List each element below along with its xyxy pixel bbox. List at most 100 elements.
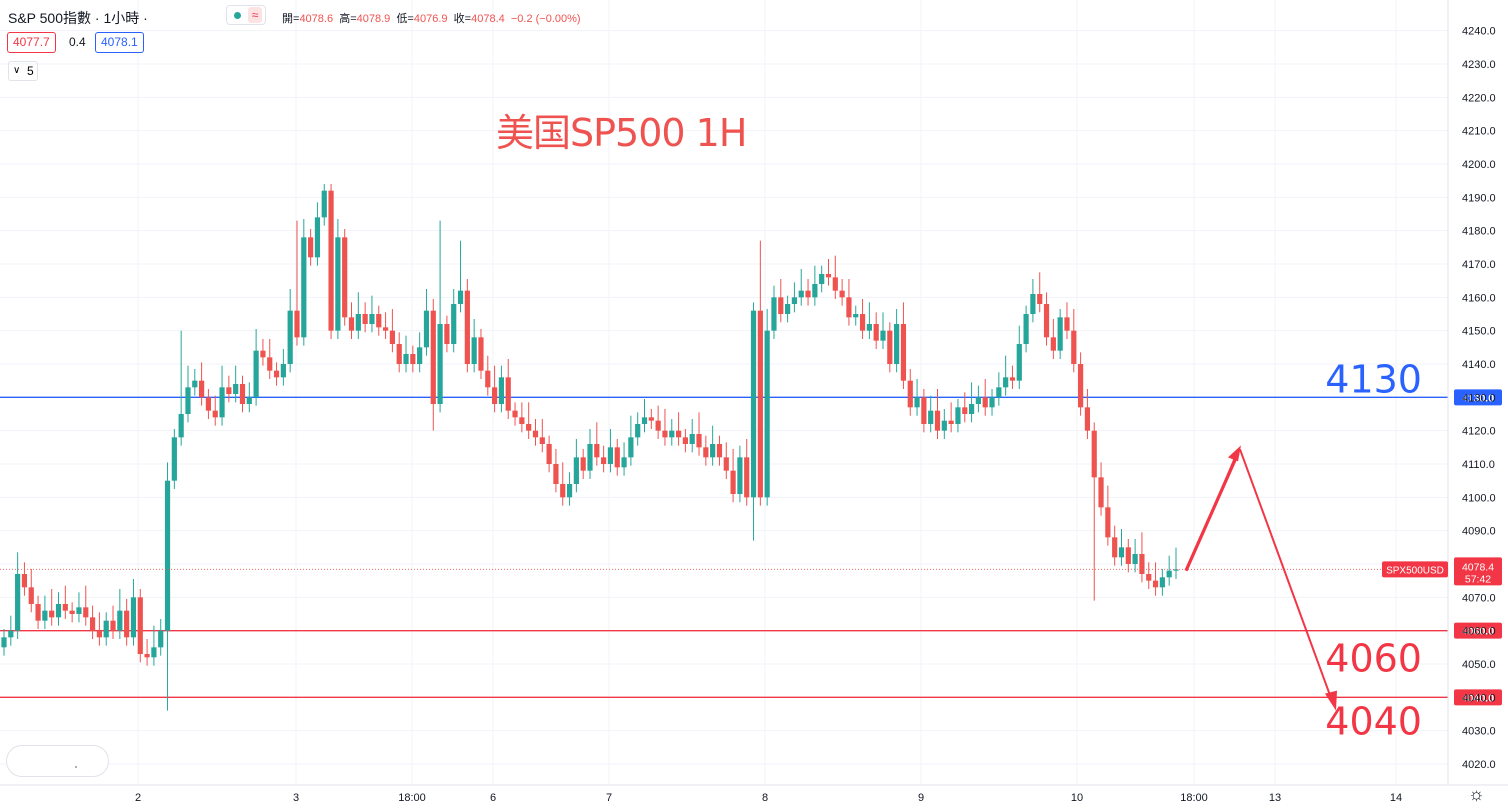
symbol-title[interactable]: S&P 500指數 · 1小時 · <box>8 10 148 26</box>
candle <box>1112 525 1118 566</box>
candle-body <box>968 404 975 414</box>
level-label-4060: 4060 <box>1325 637 1422 681</box>
candle-body <box>1173 569 1179 571</box>
candle-body <box>1152 580 1159 588</box>
candle-body <box>362 314 368 324</box>
projection-up-arrowhead[interactable] <box>1228 445 1241 462</box>
candle-body <box>723 457 729 471</box>
candle <box>96 612 102 646</box>
candle <box>1132 539 1138 573</box>
candle <box>205 389 212 419</box>
candle <box>362 302 368 333</box>
candle <box>117 589 123 639</box>
candle <box>76 592 82 623</box>
candle <box>89 605 96 639</box>
time-axis[interactable]: 2 3 18:00 6 7 8 9 10 18:00 13 14 <box>0 784 1508 804</box>
candle-body <box>471 337 477 364</box>
candle-body <box>485 370 491 388</box>
candle-body <box>21 574 28 588</box>
price-tick-label: 4110.0 <box>1462 459 1495 471</box>
candle <box>921 389 927 433</box>
candle <box>178 330 184 446</box>
candle-body <box>451 304 457 344</box>
candle <box>233 365 239 403</box>
candle-body <box>628 437 634 458</box>
buy-price-button[interactable]: 4078.1 <box>95 32 144 53</box>
candle <box>369 295 375 333</box>
candle-body <box>55 604 62 618</box>
candle <box>410 345 416 373</box>
candle-body <box>396 344 402 364</box>
candle-body <box>1112 537 1118 558</box>
candle <box>1173 547 1179 579</box>
sell-price-button[interactable]: 4077.7 <box>7 32 56 53</box>
candle-body <box>689 434 695 444</box>
current-price-tag[interactable] <box>1454 557 1502 586</box>
indicators-toggle[interactable]: ∨ 5 <box>8 61 38 81</box>
candle-body <box>355 314 361 331</box>
candle <box>444 315 450 353</box>
candle-body <box>880 330 886 341</box>
candle <box>144 639 150 666</box>
candle <box>594 422 600 466</box>
candle-body <box>1139 554 1145 574</box>
candle-body <box>621 457 627 468</box>
candle-body <box>907 380 913 408</box>
candle-body <box>110 620 116 631</box>
candle-body <box>744 457 750 498</box>
candle <box>498 365 505 413</box>
candle <box>601 445 607 473</box>
projection-down-arrowhead[interactable] <box>1325 690 1337 711</box>
candle <box>1003 355 1009 396</box>
status-badge[interactable]: ≈ <box>226 5 266 25</box>
candle <box>485 355 491 396</box>
candle <box>430 299 436 431</box>
projection-down-line[interactable] <box>1239 448 1333 702</box>
candle <box>907 369 913 416</box>
projection-up-line[interactable] <box>1184 452 1240 572</box>
candle <box>614 439 620 476</box>
candle-body <box>178 414 184 438</box>
candle <box>1050 319 1056 359</box>
candle-body <box>49 610 55 618</box>
candle-body <box>124 610 130 638</box>
candle-body <box>989 397 995 408</box>
candle-body <box>212 410 218 418</box>
candle-body <box>934 410 941 431</box>
candle-body <box>928 410 934 424</box>
candle <box>1071 309 1077 373</box>
close-value: 4078.4 <box>471 13 505 25</box>
price-axis[interactable]: 4240.0 4230.0 4220.0 4210.0 4200.0 4190.0 4180… <box>1382 0 1502 785</box>
settings-gear-icon[interactable]: ☼ <box>1468 784 1485 804</box>
candle-body <box>962 407 968 414</box>
candle-body <box>219 387 225 418</box>
candle-body <box>955 407 961 424</box>
candle-body <box>996 387 1002 398</box>
candle-body <box>757 310 763 498</box>
candle <box>21 562 28 596</box>
candle <box>1043 292 1050 346</box>
candle-body <box>1037 294 1043 304</box>
candle-body <box>607 447 614 464</box>
candle <box>457 240 464 313</box>
candle <box>894 309 900 373</box>
bottom-toolbar-pill[interactable] <box>6 745 109 777</box>
candle-body <box>798 290 804 298</box>
candle <box>546 435 552 473</box>
level-label-4130: 4130 <box>1325 357 1422 401</box>
projection-arrows[interactable] <box>1184 445 1337 711</box>
candle-body <box>130 597 137 638</box>
candle <box>505 359 511 419</box>
level-axis-tag-text: 4130.0 <box>1462 392 1494 404</box>
candle <box>1057 309 1063 359</box>
candle-body <box>921 397 927 424</box>
candle <box>662 409 668 446</box>
candle <box>655 405 661 439</box>
chart-annotation-title[interactable]: 美国SP500 1H <box>496 111 747 155</box>
symbol-tag[interactable] <box>1382 561 1448 578</box>
candle-body <box>894 324 900 364</box>
wave-icon: ≈ <box>248 7 262 23</box>
candle <box>744 439 750 506</box>
